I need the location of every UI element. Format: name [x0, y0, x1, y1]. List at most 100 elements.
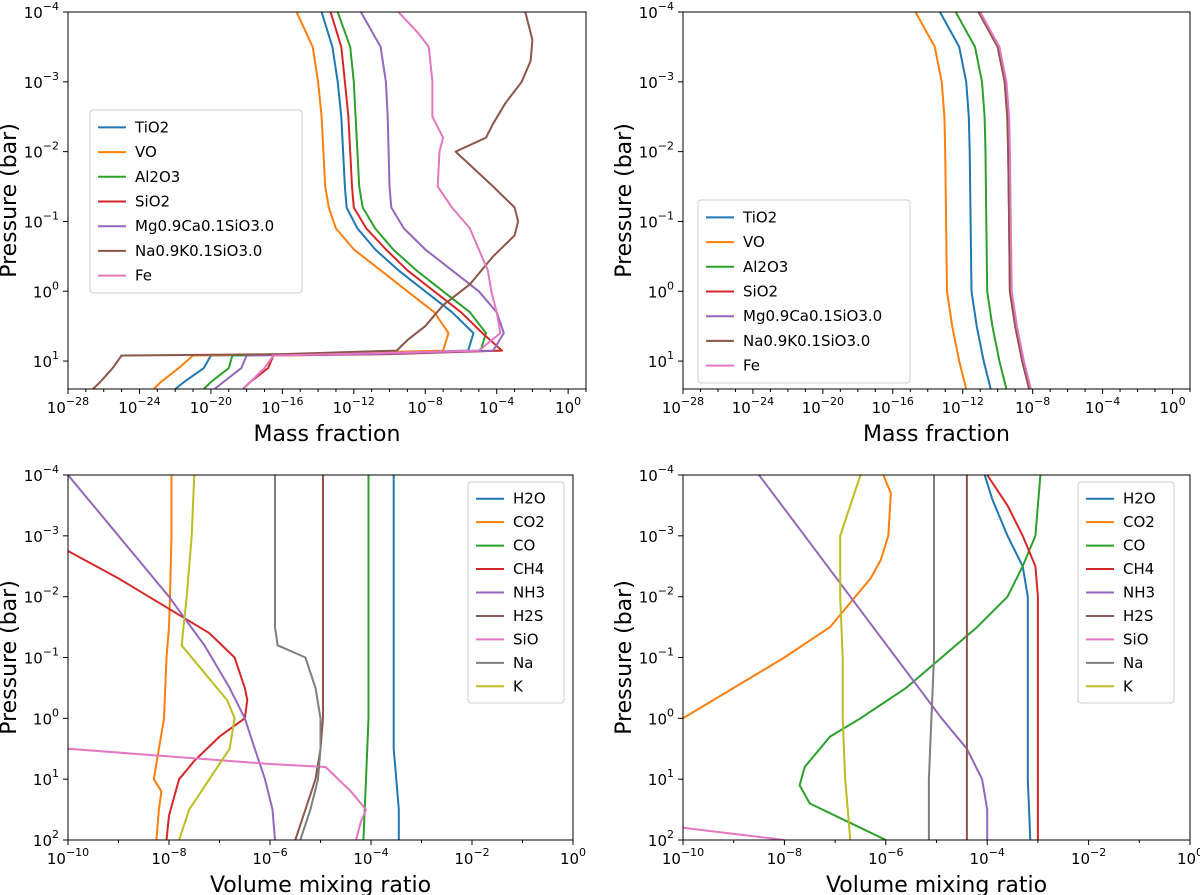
x-tick-label: 10−12	[942, 395, 984, 417]
legend-label: H2S	[513, 607, 543, 625]
legend-label: CO	[1123, 537, 1145, 555]
y-tick-label: 10−2	[24, 140, 59, 162]
legend: TiO2 VO Al2O3 SiO2 Mg0.9Ca0.1SiO3.0 Na0.9K0.1…	[89, 109, 303, 294]
legend-label: VO	[135, 143, 157, 161]
legend-label: H2O	[513, 490, 546, 508]
legend-label: CH4	[513, 560, 544, 578]
x-tick-label: 100	[555, 395, 581, 417]
y-axis-label: Pressure (bar)	[0, 580, 22, 735]
series-line-Na0.9K0.1SiO3.0	[92, 12, 534, 389]
y-tick-label: 10−2	[639, 140, 674, 162]
panel-bottom-right: 10−10 10−8 10−6 10−4 10−2 100 Volume mixing ra…	[612, 463, 1200, 895]
legend-label: Al2O3	[743, 258, 788, 276]
x-axis-label: Mass fraction	[863, 422, 1010, 447]
series-line-Na	[927, 475, 935, 840]
y-axis-label: Pressure (bar)	[612, 580, 637, 735]
y-tick-label: 100	[648, 279, 674, 301]
x-tick-label: 100	[1159, 395, 1185, 417]
series-line-H2O	[392, 475, 400, 840]
legend-label: Na	[1123, 654, 1143, 672]
y-tick-label: 10−4	[24, 0, 59, 22]
y-tick-label: 10−4	[24, 463, 59, 485]
x-tick-label: 10−10	[662, 846, 704, 868]
x-tick-label: 10−6	[868, 846, 903, 868]
series-line-K	[178, 475, 236, 840]
legend-box	[1077, 481, 1175, 704]
axes-frame	[682, 11, 1191, 390]
series-line-SiO	[68, 747, 367, 840]
legend-label: Al2O3	[135, 168, 180, 186]
y-tick-label: 102	[648, 828, 674, 850]
legend-label: SiO	[1123, 630, 1149, 648]
series-line-CH4	[986, 475, 1039, 840]
legend-label: SiO2	[743, 283, 778, 301]
series-line-H2O	[983, 475, 1032, 840]
series-line-Fe	[979, 12, 1032, 389]
y-tick-label: 10−2	[639, 585, 674, 607]
x-tick-label: 10−24	[732, 395, 774, 417]
series-line-NH3	[68, 475, 276, 840]
series-line-TiO2	[939, 12, 992, 389]
series-line-VO	[914, 12, 968, 389]
x-tick-label: 10−4	[1085, 395, 1120, 417]
y-tick-label: 10−1	[24, 646, 59, 668]
x-axis: 10−10 10−8 10−6 10−4 10−2 100 Volume mixing ra…	[47, 840, 586, 895]
legend-label: TiO2	[742, 208, 777, 226]
legend-label: NH3	[1123, 584, 1155, 602]
x-tick-label: 10−6	[252, 846, 287, 868]
x-axis: 10−28 10−24 10−20 10−16 10−12 10−8 10−4 100 Mass…	[47, 389, 587, 447]
series-line-CO	[362, 475, 370, 840]
legend-label: K	[513, 677, 524, 695]
legend-label: VO	[743, 233, 765, 251]
y-tick-label: 10−3	[639, 70, 674, 92]
series-line-Al2O3	[954, 12, 1008, 389]
series-line-K	[839, 475, 862, 840]
legend-label: H2S	[1123, 607, 1153, 625]
series-line-CO	[798, 475, 1042, 840]
x-tick-label: 10−20	[802, 395, 844, 417]
legend: TiO2 VO Al2O3 SiO2 Mg0.9Ca0.1SiO3.0 Na0.9K0.1…	[697, 199, 911, 384]
y-tick-label: 101	[648, 767, 674, 789]
x-tick-label: 10−2	[454, 846, 489, 868]
y-tick-label: 10−1	[639, 209, 674, 231]
series-line-H2S	[294, 475, 324, 840]
x-tick-label: 10−16	[872, 395, 914, 417]
x-tick-label: 10−28	[662, 395, 704, 417]
x-tick-label: 10−4	[479, 395, 514, 417]
series-line-SiO	[683, 826, 785, 840]
legend: H2O CO2 CO CH4 NH3 H2S SiO Na K	[467, 481, 565, 704]
legend-label: Na0.9K0.1SiO3.0	[135, 242, 262, 260]
x-tick-label: 10−16	[261, 395, 303, 417]
y-axis-label: Pressure (bar)	[612, 123, 637, 278]
x-tick-label: 10−12	[333, 395, 375, 417]
legend-label: NH3	[513, 584, 545, 602]
legend-label: Fe	[135, 267, 152, 285]
legend-label: CO2	[1123, 513, 1155, 531]
legend-label: Mg0.9Ca0.1SiO3.0	[135, 217, 274, 235]
panel-top-left: 10−28 10−24 10−20 10−16 10−12 10−8 10−4 100 Mass…	[0, 0, 587, 447]
x-tick-label: 10−2	[1071, 846, 1106, 868]
legend-label: Na0.9K0.1SiO3.0	[743, 332, 870, 350]
axes-frame	[67, 11, 587, 390]
x-tick-label: 10−8	[1015, 395, 1050, 417]
series-line-Na0.9K0.1SiO3.0	[977, 12, 1031, 389]
x-tick-label: 10−8	[408, 395, 443, 417]
legend-box	[467, 481, 565, 704]
legend: H2O CO2 CO CH4 NH3 H2S SiO Na K	[1077, 481, 1175, 704]
legend-box	[89, 109, 303, 294]
y-axis-label: Pressure (bar)	[0, 123, 22, 278]
series-line-NH3	[758, 475, 989, 840]
x-tick-label: 10−8	[767, 846, 802, 868]
plot-area	[68, 475, 400, 840]
x-tick-label: 10−28	[47, 395, 89, 417]
y-tick-label: 10−4	[639, 0, 674, 22]
legend-label: K	[1123, 677, 1134, 695]
legend-box	[697, 199, 911, 384]
plot-area	[92, 12, 534, 389]
x-tick-label: 10−4	[970, 846, 1005, 868]
y-tick-label: 101	[33, 349, 59, 371]
y-axis: 10−4 10−3 10−2 10−1 100 101 102 Pressure (bar)	[0, 463, 68, 850]
x-tick-label: 100	[560, 846, 586, 868]
series-line-Mg0.9Ca0.1SiO3.0	[213, 12, 505, 389]
